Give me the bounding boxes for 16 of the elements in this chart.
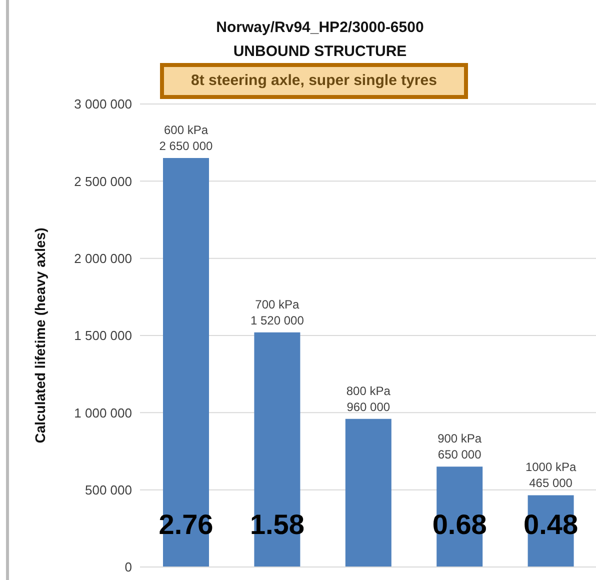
chart-subtitle: 8t steering axle, super single tyres	[160, 63, 468, 99]
y-tick-label: 500 000	[85, 482, 132, 498]
y-tick-label: 2 500 000	[74, 174, 132, 189]
data-label: 1000 kPa 465 000	[525, 460, 576, 490]
bar	[345, 418, 392, 567]
data-label: 600 kPa 2 650 000	[159, 123, 214, 154]
data-label: 900 kPa 650 000	[438, 432, 482, 462]
y-tick-label: 0	[124, 560, 132, 575]
y-tick-label: 2 000 000	[74, 250, 132, 266]
data-label: 800 kPa 960 000	[346, 384, 391, 414]
y-tick-label: 1 000 000	[74, 405, 132, 420]
data-label: 700 kPa 1 520 000	[250, 297, 304, 328]
y-tick-label: 3 000 000	[74, 96, 132, 112]
y-tick-label: 1 500 000	[74, 328, 132, 344]
chart-title: Norway/Rv94_HP2/3000-6500 UNBOUND STRUCTURE	[215, 18, 425, 62]
y-axis-title: Calculated lifetime (heavy axles)	[32, 228, 48, 444]
